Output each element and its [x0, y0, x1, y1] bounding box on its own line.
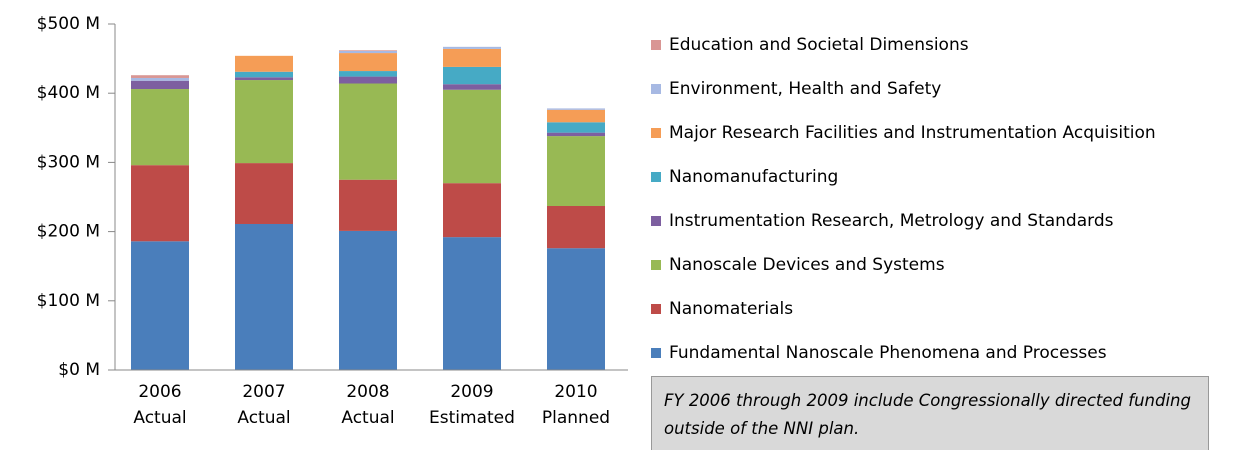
- bar-segment: [443, 46, 501, 49]
- bar-segment: [547, 109, 605, 123]
- y-tick-label: $300 M: [37, 152, 100, 172]
- bar-segment: [235, 80, 293, 164]
- legend-swatch: [651, 172, 661, 182]
- bar-segment: [339, 50, 397, 54]
- legend-swatch: [651, 84, 661, 94]
- bar-segment: [339, 71, 397, 77]
- bar-segment: [443, 66, 501, 85]
- y-tick-label: $500 M: [37, 14, 100, 34]
- legend-swatch: [651, 40, 661, 50]
- bar-segment: [443, 183, 501, 238]
- legend-label: Nanomaterials: [669, 299, 793, 319]
- legend-label: Environment, Health and Safety: [669, 79, 941, 99]
- y-tick-label: $100 M: [37, 291, 100, 311]
- bar-segment: [339, 53, 397, 72]
- annotation: FY 2006 through 2009 include Congression…: [651, 376, 1209, 450]
- bar-segment: [547, 122, 605, 133]
- bar-segment: [131, 80, 189, 90]
- bar-segment: [131, 75, 189, 78]
- legend-label: Education and Societal Dimensions: [669, 35, 969, 55]
- legend-label: Nanoscale Devices and Systems: [669, 255, 945, 275]
- legend-label: Nanomanufacturing: [669, 167, 838, 187]
- bar-segment: [547, 248, 605, 370]
- x-tick-label: Actual: [341, 408, 394, 428]
- bar-segment: [547, 132, 605, 137]
- legend-label: Fundamental Nanoscale Phenomena and Proc…: [669, 343, 1107, 363]
- x-tick-label: Actual: [237, 408, 290, 428]
- bar-segment: [131, 165, 189, 242]
- x-tick-label: Planned: [542, 408, 610, 428]
- x-tick-label: 2009: [450, 382, 493, 402]
- legend-label: Instrumentation Research, Metrology and …: [669, 211, 1114, 231]
- x-tick-label: Actual: [133, 408, 186, 428]
- x-tick-label: 2008: [346, 382, 389, 402]
- legend-swatch: [651, 216, 661, 226]
- bar-segment: [131, 77, 189, 81]
- bar-segment: [443, 89, 501, 184]
- y-tick-label: $200 M: [37, 222, 100, 242]
- bar-segment: [547, 108, 605, 110]
- legend-swatch: [651, 260, 661, 270]
- x-tick-label: 2007: [242, 382, 285, 402]
- bar-segment: [339, 83, 397, 180]
- bar-segment: [547, 136, 605, 206]
- legend-label: Major Research Facilities and Instrument…: [669, 123, 1156, 143]
- bar-segment: [235, 55, 293, 72]
- bar-segment: [131, 241, 189, 370]
- x-tick-label: Estimated: [429, 408, 515, 428]
- bar-segment: [547, 205, 605, 249]
- legend-swatch: [651, 348, 661, 358]
- x-tick-label: 2010: [554, 382, 597, 402]
- legend-swatch: [651, 304, 661, 314]
- bar-segment: [339, 230, 397, 370]
- bar-segment: [235, 77, 293, 81]
- legend-swatch: [651, 128, 661, 138]
- bar-segment: [339, 76, 397, 84]
- bar-segment: [443, 48, 501, 67]
- bar-segment: [443, 237, 501, 370]
- bar-segment: [339, 179, 397, 231]
- bar-segment: [235, 223, 293, 370]
- x-tick-label: 2006: [138, 382, 181, 402]
- bar-segment: [235, 163, 293, 224]
- bar-segment: [339, 50, 397, 51]
- bar-segment: [131, 89, 189, 166]
- y-tick-label: $0 M: [58, 360, 100, 380]
- y-tick-label: $400 M: [37, 83, 100, 103]
- bar-segment: [235, 71, 293, 78]
- bar-segment: [443, 84, 501, 90]
